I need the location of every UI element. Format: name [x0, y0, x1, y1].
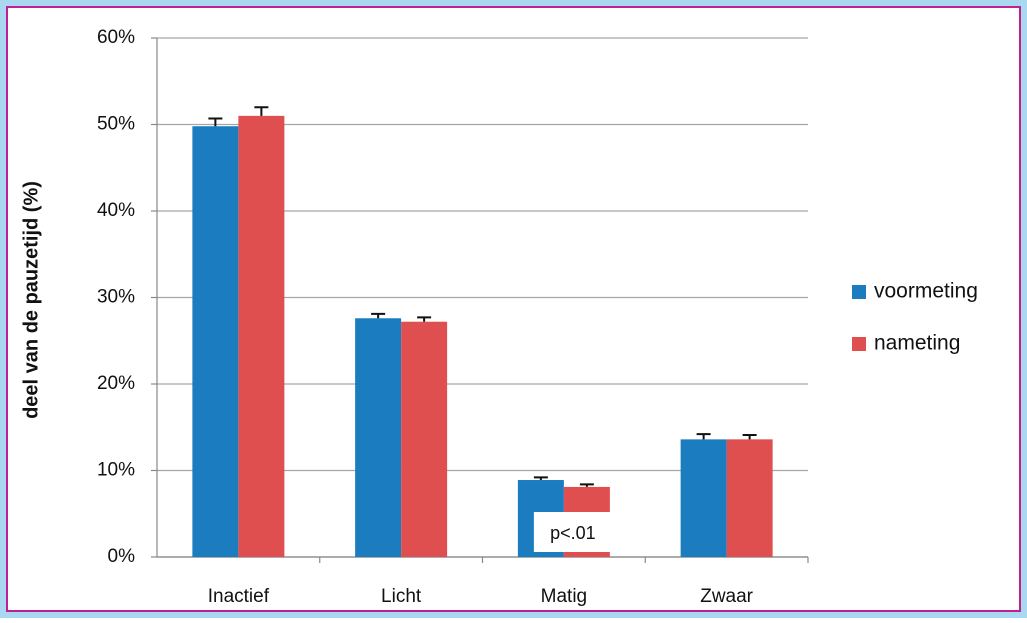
- y-tick-label: 60%: [97, 27, 135, 48]
- bar: [401, 321, 448, 557]
- x-tick-label: Inactief: [208, 586, 270, 607]
- y-tick-label: 30%: [97, 287, 135, 308]
- y-tick-label: 40%: [97, 200, 135, 221]
- error-bar: [696, 433, 711, 440]
- annotation: p<.01: [550, 523, 596, 543]
- y-tick-label: 0%: [108, 546, 136, 567]
- x-tick-label: Licht: [381, 586, 422, 607]
- error-bar: [417, 316, 432, 322]
- legend-swatch: [852, 337, 866, 351]
- y-tick-label: 20%: [97, 373, 135, 394]
- error-bar: [742, 434, 757, 440]
- bar: [355, 318, 402, 557]
- error-bar: [208, 117, 223, 127]
- error-bar: [254, 106, 269, 116]
- y-axis-label: deel van de pauzetijd (%): [20, 181, 42, 419]
- error-bar: [533, 476, 548, 481]
- error-bar: [579, 483, 594, 487]
- y-tick-label: 10%: [97, 460, 135, 481]
- error-bar: [371, 312, 386, 319]
- x-tick-label: Zwaar: [700, 586, 753, 607]
- bar: [192, 126, 239, 557]
- legend-label: voormeting: [874, 280, 978, 303]
- annotation-box: [533, 512, 612, 552]
- bar: [680, 439, 727, 557]
- y-tick-label: 50%: [97, 114, 135, 135]
- x-tick-label: Matig: [541, 586, 587, 607]
- bar: [238, 115, 285, 557]
- legend-label: nameting: [874, 332, 960, 355]
- chart-panel: [6, 6, 1021, 612]
- legend-swatch: [852, 285, 866, 299]
- bar: [726, 439, 773, 557]
